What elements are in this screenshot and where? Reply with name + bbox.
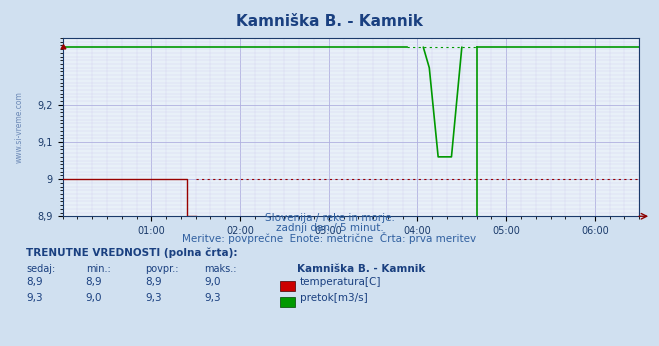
Text: 8,9: 8,9 [145,277,161,288]
Text: TRENUTNE VREDNOSTI (polna črta):: TRENUTNE VREDNOSTI (polna črta): [26,247,238,258]
Text: temperatura[C]: temperatura[C] [300,277,382,288]
Text: 9,3: 9,3 [26,293,43,303]
Text: povpr.:: povpr.: [145,264,179,274]
Text: 9,0: 9,0 [86,293,102,303]
Text: www.si-vreme.com: www.si-vreme.com [15,91,24,163]
Text: maks.:: maks.: [204,264,237,274]
Text: sedaj:: sedaj: [26,264,55,274]
Text: Meritve: povprečne  Enote: metrične  Črta: prva meritev: Meritve: povprečne Enote: metrične Črta:… [183,231,476,244]
Text: 9,3: 9,3 [145,293,161,303]
Text: 8,9: 8,9 [26,277,43,288]
Text: pretok[m3/s]: pretok[m3/s] [300,293,368,303]
Text: Kamniška B. - Kamnik: Kamniška B. - Kamnik [236,14,423,29]
Text: zadnji dan / 5 minut.: zadnji dan / 5 minut. [275,223,384,233]
Text: 9,0: 9,0 [204,277,221,288]
Text: 9,3: 9,3 [204,293,221,303]
Text: 8,9: 8,9 [86,277,102,288]
Text: min.:: min.: [86,264,111,274]
Text: Slovenija / reke in morje.: Slovenija / reke in morje. [264,213,395,223]
Text: Kamniška B. - Kamnik: Kamniška B. - Kamnik [297,264,425,274]
